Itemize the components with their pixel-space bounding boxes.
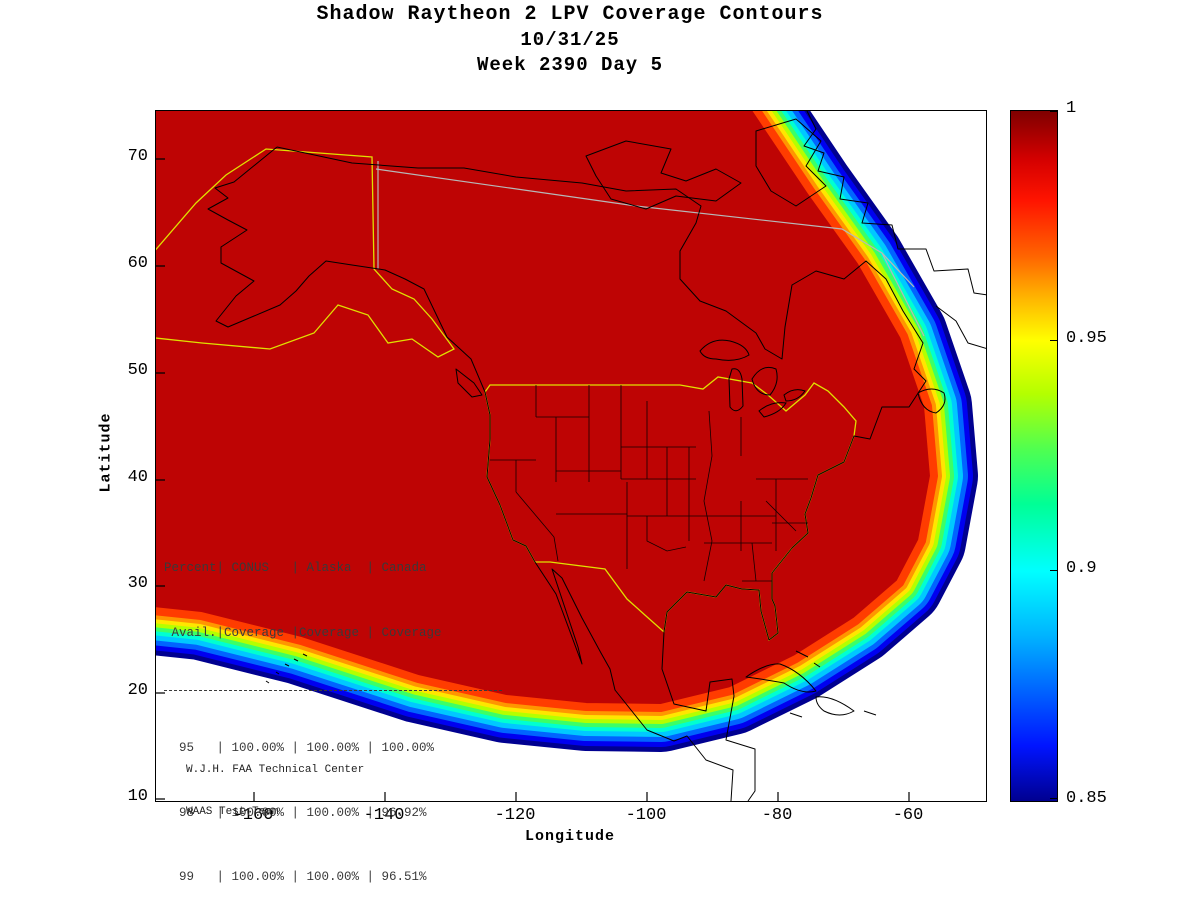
y-tick-50: 50 bbox=[127, 361, 148, 380]
y-tick-20: 20 bbox=[127, 681, 148, 700]
colorbar-tick-085: 0.85 bbox=[1066, 789, 1107, 808]
coverage-table-divider bbox=[164, 690, 502, 691]
colorbar bbox=[1010, 110, 1058, 802]
x-tick-n60: -60 bbox=[892, 806, 924, 825]
credit-line-1: W.J.H. FAA Technical Center bbox=[186, 764, 365, 776]
colorbar-tick-09: 0.9 bbox=[1066, 559, 1097, 578]
state-borders bbox=[490, 385, 808, 582]
mainland-coastline bbox=[207, 146, 927, 801]
vancouver-island bbox=[455, 368, 483, 398]
x-tick-n140: -140 bbox=[363, 806, 405, 825]
tick-marks bbox=[156, 158, 910, 801]
x-tick-n80: -80 bbox=[761, 806, 793, 825]
y-tick-60: 60 bbox=[127, 254, 148, 273]
coverage-table: Percent| CONUS | Alaska | Canada Avail.|… bbox=[164, 515, 502, 900]
canada-boundary-lines bbox=[375, 161, 925, 337]
map-svg bbox=[156, 111, 986, 801]
chart-subtitle-week: Week 2390 Day 5 bbox=[476, 54, 664, 76]
y-axis-label: Latitude bbox=[97, 412, 115, 493]
y-tick-40: 40 bbox=[127, 468, 148, 487]
coverage-table-row: 98 | 100.00% | 100.00% | 96.92% bbox=[164, 805, 427, 820]
coverage-table-row: 95 | 100.00% | 100.00% | 100.00% bbox=[164, 741, 435, 755]
chart-title: Shadow Raytheon 2 LPV Coverage Contours bbox=[316, 3, 824, 26]
y-tick-10: 10 bbox=[127, 787, 148, 806]
colorbar-tickmark bbox=[1050, 340, 1057, 341]
coastlines bbox=[207, 111, 986, 801]
caribbean-islands bbox=[745, 650, 877, 718]
x-tick-n120: -120 bbox=[494, 806, 536, 825]
credit-line-2: WAAS Test Team bbox=[186, 806, 279, 818]
y-tick-70: 70 bbox=[127, 147, 148, 166]
x-tick-n160: -160 bbox=[232, 806, 274, 825]
x-tick-n100: -100 bbox=[625, 806, 667, 825]
colorbar-tickmark bbox=[1050, 111, 1057, 112]
coverage-table-header-2: Avail.|Coverage |Coverage | Coverage bbox=[164, 625, 442, 640]
greenland-coastline bbox=[803, 111, 986, 349]
newfoundland-island bbox=[917, 388, 946, 414]
hawaiian-islands bbox=[265, 653, 308, 684]
arctic-islands bbox=[585, 118, 827, 210]
coverage-table-row: 99 | 100.00% | 100.00% | 96.51% bbox=[164, 870, 427, 884]
credit-annotation: W.J.H. FAA Technical Center WAAS Test Te… bbox=[186, 735, 364, 847]
x-axis-label: Longitude bbox=[524, 828, 615, 845]
colorbar-tickmark bbox=[1050, 570, 1057, 571]
colorbar-tick-1: 1 bbox=[1066, 99, 1077, 118]
great-lakes bbox=[699, 339, 806, 418]
colorbar-tick-095: 0.95 bbox=[1066, 329, 1107, 348]
y-tick-30: 30 bbox=[127, 574, 148, 593]
alaska-boundary-outline bbox=[156, 148, 455, 358]
plot-area: Percent| CONUS | Alaska | Canada Avail.|… bbox=[155, 110, 987, 884]
colorbar-tickmark bbox=[1050, 798, 1057, 799]
chart-subtitle-date: 10/31/25 bbox=[520, 29, 620, 51]
coverage-table-header-1: Percent| CONUS | Alaska | Canada bbox=[164, 561, 427, 575]
